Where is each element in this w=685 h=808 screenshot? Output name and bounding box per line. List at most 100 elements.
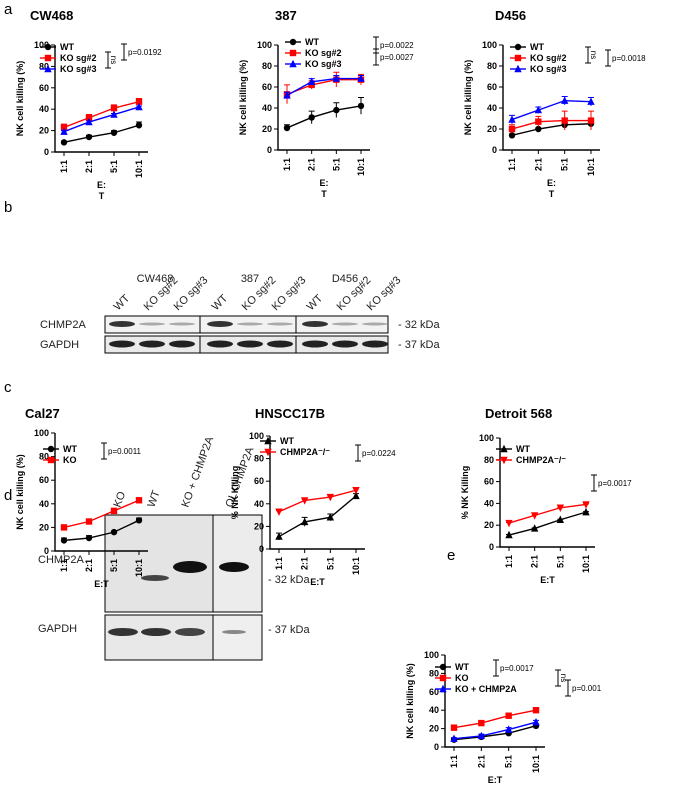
point (508, 132, 516, 139)
annotation: p=0.0011 (108, 447, 142, 456)
point (332, 74, 341, 82)
legend-marker (439, 674, 447, 682)
panel-letter: d (4, 487, 12, 504)
y-axis-label: NK cell killing (%) (405, 663, 415, 739)
x-tick-label: 2:1 (300, 557, 310, 570)
y-axis-label: NK cell killing (%) (15, 454, 25, 530)
x-tick-label: 5:1 (504, 755, 514, 768)
point (275, 508, 283, 516)
point (532, 717, 540, 726)
y-tick-label: 60 (484, 477, 494, 487)
y-tick-label: 80 (429, 668, 439, 678)
y-tick-label: 80 (487, 61, 497, 71)
point (587, 117, 595, 124)
x-tick-label: 2:1 (476, 755, 486, 768)
y-tick-label: 80 (262, 61, 272, 71)
size-label: - 37 kDa (398, 339, 440, 351)
x-axis-label: E:T (488, 775, 503, 785)
x-axis-label: E:T (94, 579, 109, 589)
x-tick-label: 10:1 (134, 559, 144, 577)
y-tick-label: 60 (254, 476, 264, 486)
y-tick-label: 100 (479, 433, 494, 443)
y-tick-label: 0 (44, 546, 49, 556)
y-tick-label: 60 (429, 687, 439, 697)
y-tick-label: 100 (257, 40, 272, 50)
point (110, 110, 118, 118)
point (308, 114, 315, 121)
band (173, 561, 207, 573)
x-axis-label: T (549, 189, 555, 199)
annotation: ns (589, 51, 598, 59)
lane-label: WT (210, 292, 231, 313)
row-label: GAPDH (40, 339, 79, 351)
x-tick-label: 1:1 (59, 160, 69, 173)
y-tick-label: 0 (434, 742, 439, 752)
legend-label: KO sg#2 (530, 53, 567, 63)
point (535, 118, 542, 125)
annotation: ns (559, 674, 568, 682)
legend-marker (514, 54, 522, 62)
size-label: - 32 kDa (398, 319, 440, 331)
y-tick-label: 80 (39, 61, 49, 71)
legend-label: WT (60, 42, 74, 52)
y-tick-label: 40 (39, 104, 49, 114)
annotation: p=0.0022 (380, 41, 414, 50)
y-tick-label: 20 (39, 522, 49, 532)
point (307, 77, 316, 85)
legend-marker (289, 59, 297, 68)
point (582, 507, 590, 516)
y-tick-label: 60 (487, 82, 497, 92)
x-tick-label: 5:1 (555, 555, 565, 568)
significance-bracket (493, 659, 499, 677)
point (560, 96, 569, 104)
lane-label: OL CHMP2A (224, 445, 257, 509)
x-tick-label: 1:1 (449, 755, 459, 768)
series-line (63, 101, 140, 129)
significance-bracket (373, 48, 379, 66)
point (505, 519, 513, 528)
series-line (63, 124, 140, 144)
x-tick-label: 2:1 (533, 158, 543, 171)
point (85, 117, 93, 126)
lane-label: WT (112, 292, 133, 313)
y-axis-label: % NK Killing (460, 466, 470, 520)
legend-marker (264, 436, 272, 445)
legend-label: KO sg#3 (60, 64, 97, 74)
point (587, 97, 595, 105)
x-axis-label: E:T (540, 575, 555, 585)
legend-label: KO + CHMP2A (455, 684, 517, 694)
blot-box (104, 614, 214, 661)
annotation: p=0.0224 (362, 449, 396, 458)
y-tick-label: 0 (489, 542, 494, 552)
legend-marker (500, 444, 508, 453)
band (207, 321, 233, 327)
y-axis-label: NK cell killing (%) (238, 60, 248, 136)
point (352, 491, 360, 500)
x-tick-label: 2:1 (307, 158, 317, 171)
y-tick-label: 20 (254, 521, 264, 531)
series-line (63, 106, 140, 133)
legend-label: CHMP2A⁻/⁻ (516, 455, 566, 465)
point (530, 524, 539, 532)
cell-line: 387 (241, 273, 259, 285)
y-tick-label: 0 (267, 145, 272, 155)
y-tick-label: 0 (259, 544, 264, 554)
band (332, 322, 358, 326)
band (175, 628, 205, 636)
significance-bracket (585, 46, 591, 64)
panel-letter: c (4, 379, 12, 396)
series-line (286, 77, 361, 97)
panel-letter: b (4, 199, 12, 216)
series-line (508, 511, 587, 536)
y-tick-label: 40 (254, 499, 264, 509)
significance-bracket (121, 43, 127, 61)
legend-label: WT (530, 42, 544, 52)
x-tick-label: 10:1 (356, 158, 366, 176)
band (332, 340, 358, 348)
y-tick-label: 0 (44, 147, 49, 157)
y-tick-label: 0 (492, 145, 497, 155)
legend-marker (44, 54, 52, 62)
series-line (63, 519, 140, 542)
annotation: p=0.001 (572, 684, 602, 693)
size-label: - 32 kDa (268, 574, 310, 586)
